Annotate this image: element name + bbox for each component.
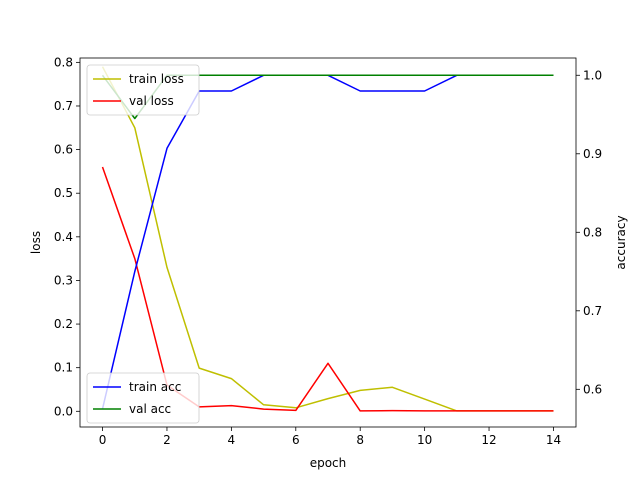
y-left-tick-label: 0.2 [54, 317, 73, 331]
x-tick-label: 6 [292, 433, 300, 447]
y-left-tick-label: 0.5 [54, 186, 73, 200]
plot-frame [79, 57, 577, 428]
y-right-axis-label: accuracy [614, 215, 628, 269]
x-tick-label: 10 [417, 433, 432, 447]
legend-loss-label: train loss [129, 72, 184, 86]
y-right-tick-label: 0.7 [583, 304, 602, 318]
y-left-tick-label: 0.1 [54, 361, 73, 375]
y-left-tick-label: 0.3 [54, 273, 73, 287]
y-right-tick-label: 0.6 [583, 382, 602, 396]
y-left-tick-label: 0.4 [54, 230, 73, 244]
x-tick-label: 4 [228, 433, 236, 447]
y-left-tick-label: 0.8 [54, 55, 73, 69]
x-tick-label: 14 [546, 433, 561, 447]
x-tick-label: 0 [99, 433, 107, 447]
y-right-tick-label: 0.8 [583, 225, 602, 239]
axes-layer: 0 2 4 6 8 10 12 14 0.0 0.1 0.2 0.3 0.4 0.5 0.6 0.7 0.8 0.… [29, 55, 628, 470]
y-right-tick-label: 1.0 [583, 68, 602, 82]
legend-layer: train loss val loss train acc val acc [86, 64, 200, 424]
y-right-tick-label: 0.9 [583, 147, 602, 161]
x-tick-label: 12 [481, 433, 496, 447]
x-axis-label: epoch [310, 456, 347, 470]
y-left-tick-label: 0.7 [54, 99, 73, 113]
y-left-tick-label: 0.0 [54, 404, 73, 418]
legend-loss-box [86, 64, 200, 116]
x-tick-label: 8 [356, 433, 364, 447]
x-tick-label: 2 [163, 433, 171, 447]
legend-loss-label: val loss [129, 94, 174, 108]
legend-acc-label: val acc [129, 402, 171, 416]
legend-acc-label: train acc [129, 380, 181, 394]
legend-acc-box [86, 372, 200, 424]
y-left-tick-label: 0.6 [54, 143, 73, 157]
y-left-axis-label: loss [29, 231, 43, 254]
